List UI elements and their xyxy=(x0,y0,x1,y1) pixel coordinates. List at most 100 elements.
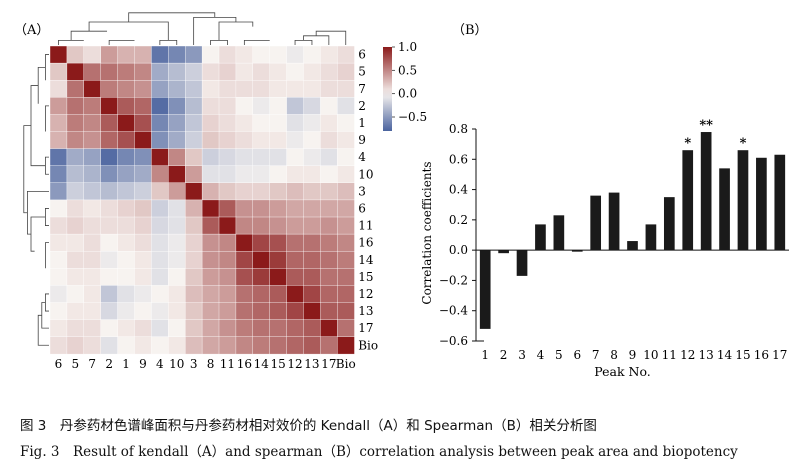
heatmap-col-label: 10 xyxy=(169,357,184,371)
heatmap-cell xyxy=(184,79,203,98)
heatmap-cell xyxy=(83,165,102,184)
heatmap-cell xyxy=(49,233,68,252)
heatmap-cell xyxy=(320,114,338,133)
heatmap-cell xyxy=(117,319,135,338)
heatmap-cell xyxy=(286,165,305,184)
bar xyxy=(700,132,712,251)
heatmap-cell xyxy=(134,165,152,184)
heatmap-row-label: 14 xyxy=(358,253,374,267)
heatmap-cell xyxy=(66,114,85,133)
heatmap-cell xyxy=(49,336,68,355)
heatmap-cell xyxy=(218,62,237,81)
heatmap-cell xyxy=(117,79,135,98)
heatmap-cell xyxy=(184,148,203,167)
dendrogram-link xyxy=(218,21,254,41)
heatmap-cell xyxy=(269,336,288,355)
heatmap-cell xyxy=(286,45,305,64)
bar xyxy=(774,154,786,251)
colorbar-scale xyxy=(383,47,392,131)
heatmap-cell xyxy=(184,216,203,235)
heatmap-cell xyxy=(218,45,237,64)
heatmap-cell xyxy=(235,319,254,338)
heatmap-cell xyxy=(134,114,152,133)
heatmap-col-label: 9 xyxy=(139,357,147,371)
heatmap-cell xyxy=(168,285,186,303)
heatmap-cell xyxy=(117,62,135,81)
heatmap-cell xyxy=(83,233,102,252)
heatmap-cell xyxy=(66,97,85,115)
heatmap-cell xyxy=(320,250,338,269)
heatmap-cell xyxy=(100,250,119,269)
heatmap-cell xyxy=(117,285,135,303)
heatmap-cell xyxy=(201,336,220,355)
heatmap-cell xyxy=(337,165,355,184)
heatmap-col-label: 1 xyxy=(122,357,130,371)
x-tick-label: 11 xyxy=(662,348,677,362)
heatmap-cell xyxy=(303,97,321,115)
dendrogram-link xyxy=(243,40,270,45)
significance-mark: * xyxy=(684,136,691,151)
heatmap-col-label: 11 xyxy=(220,357,235,371)
heatmap-cell xyxy=(134,319,152,338)
dendrogram-link xyxy=(193,17,237,45)
x-tick-label: 3 xyxy=(518,348,526,362)
heatmap-cell xyxy=(303,62,321,81)
caption-english: Fig. 3 Result of kendall（A）and spearman（… xyxy=(20,444,738,460)
heatmap-cell xyxy=(286,250,305,269)
heatmap-cell xyxy=(168,250,186,269)
colorbar-tick-label: 0.0 xyxy=(398,87,417,101)
caption-chinese: 图 3 丹参药材色谱峰面积与丹参药材相对效价的 Kendall（A）和 Spea… xyxy=(20,418,597,434)
heatmap-cell xyxy=(49,131,68,150)
heatmap-cell xyxy=(66,62,85,81)
heatmap-cell xyxy=(235,250,254,269)
heatmap-cell xyxy=(168,45,186,64)
heatmap-cell xyxy=(83,97,102,115)
heatmap-cell xyxy=(286,79,305,98)
heatmap-cell xyxy=(66,336,85,355)
heatmap-cell xyxy=(66,268,85,286)
heatmap-cell xyxy=(252,165,271,184)
heatmap-cell xyxy=(252,285,271,303)
heatmap-cell xyxy=(184,302,203,321)
y-tick-label: 0.6 xyxy=(449,152,468,166)
dendrogram-link xyxy=(45,242,49,269)
heatmap-cell xyxy=(134,131,152,150)
heatmap-cell xyxy=(168,131,186,150)
heatmap-cell xyxy=(100,182,119,201)
heatmap-cell xyxy=(151,268,169,286)
heatmap-cell xyxy=(168,165,186,184)
heatmap-cell xyxy=(303,319,321,338)
heatmap-cell xyxy=(134,302,152,321)
dendrogram-link xyxy=(23,125,31,214)
heatmap-cell xyxy=(83,268,102,286)
heatmap-cell xyxy=(184,131,203,150)
heatmap-cell xyxy=(235,45,254,64)
heatmap-cell xyxy=(337,285,355,303)
x-tick-label: 17 xyxy=(772,348,787,362)
heatmap-cell xyxy=(66,45,85,64)
heatmap-cell xyxy=(134,148,152,167)
heatmap-cell xyxy=(49,216,68,235)
bar xyxy=(479,250,491,329)
colorbar-tick-label: 0.5 xyxy=(398,63,417,77)
y-tick-label: −0.2 xyxy=(439,273,468,287)
heatmap-cell xyxy=(269,97,288,115)
heatmap-cell xyxy=(49,319,68,338)
heatmap-cell xyxy=(235,131,254,150)
heatmap-cell xyxy=(235,216,254,235)
dendrogram-link xyxy=(159,40,178,45)
y-tick-label: 0.8 xyxy=(449,122,468,136)
heatmap-cell xyxy=(252,131,271,150)
heatmap-cell xyxy=(303,268,321,286)
heatmap-cell xyxy=(320,336,338,355)
heatmap-cell xyxy=(151,79,169,98)
heatmap-cell xyxy=(83,62,102,81)
heatmap-cell xyxy=(320,148,338,167)
heatmap-cell xyxy=(134,233,152,252)
heatmap-cell xyxy=(184,182,203,201)
heatmap-col-label: 8 xyxy=(207,357,215,371)
heatmap-cell xyxy=(49,199,68,218)
heatmap-cell xyxy=(235,336,254,355)
heatmap-cell xyxy=(117,114,135,133)
bar xyxy=(590,195,602,251)
